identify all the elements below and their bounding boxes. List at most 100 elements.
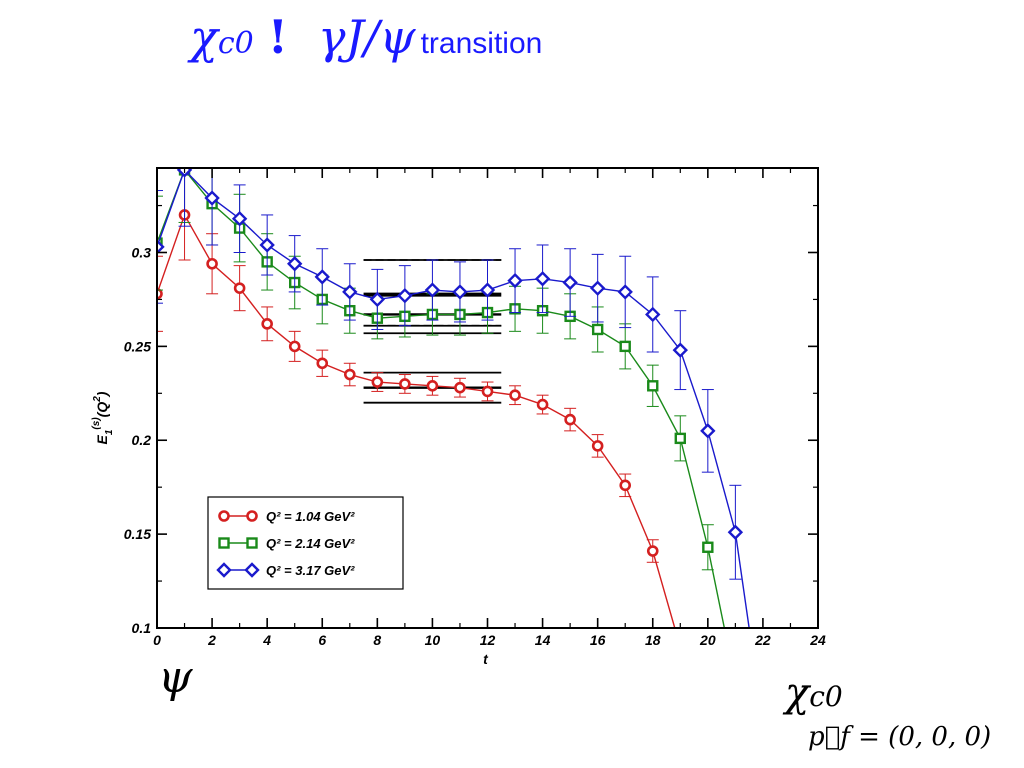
data-point bbox=[399, 378, 411, 390]
data-point bbox=[157, 239, 165, 255]
data-point bbox=[619, 340, 631, 353]
data-point bbox=[672, 342, 688, 358]
legend-entry: Q² = 1.04 GeV² bbox=[218, 509, 355, 524]
data-point bbox=[452, 284, 468, 300]
data-point bbox=[454, 381, 466, 394]
data-point bbox=[700, 423, 716, 439]
x-tick-label: 24 bbox=[809, 632, 826, 648]
data-point bbox=[233, 282, 246, 294]
data-point bbox=[342, 284, 358, 300]
y-label-sup: (s) bbox=[91, 417, 102, 430]
y-tick-label: 0.25 bbox=[124, 338, 151, 354]
y-tick-label: 0.1 bbox=[132, 620, 152, 636]
data-point bbox=[479, 282, 496, 298]
data-point bbox=[157, 287, 163, 300]
legend-label: Q² = 2.14 GeV² bbox=[266, 536, 355, 551]
data-point bbox=[647, 380, 659, 392]
y-tick-label: 0.2 bbox=[132, 432, 152, 448]
data-point bbox=[371, 376, 384, 388]
x-tick-label: 10 bbox=[425, 632, 441, 648]
x-axis-label: t bbox=[483, 651, 489, 667]
data-point bbox=[534, 271, 551, 287]
title-gamma-jpsi: γJ/ψ bbox=[317, 10, 416, 64]
data-point bbox=[509, 389, 521, 401]
data-point bbox=[288, 340, 301, 353]
data-point bbox=[702, 541, 714, 553]
series-line bbox=[157, 168, 726, 628]
series-layer bbox=[157, 168, 750, 628]
chi-c0-symbol: χ bbox=[785, 670, 810, 716]
psi-label: ψ bbox=[158, 652, 193, 703]
data-point bbox=[259, 237, 275, 253]
legend-marker bbox=[218, 510, 230, 522]
legend-entry: Q² = 3.17 GeV² bbox=[216, 562, 355, 578]
data-point bbox=[589, 280, 606, 296]
slide-title: χc0! γJ/ψ transition bbox=[190, 10, 542, 64]
title-chi-symbol: χ bbox=[190, 10, 218, 64]
x-tick-label: 20 bbox=[699, 632, 716, 648]
series-line bbox=[157, 213, 676, 628]
data-point bbox=[314, 269, 330, 285]
y-label-paren-open: (Q bbox=[94, 402, 110, 418]
x-tick-label: 2 bbox=[207, 632, 216, 648]
data-point bbox=[424, 282, 441, 298]
data-point bbox=[507, 272, 523, 289]
legend-entry: Q² = 2.14 GeV² bbox=[218, 536, 355, 551]
data-point bbox=[562, 274, 578, 291]
data-point bbox=[481, 385, 494, 398]
data-point bbox=[564, 413, 576, 426]
series-diamond bbox=[157, 168, 750, 628]
x-tick-label: 14 bbox=[535, 632, 551, 648]
data-point bbox=[619, 479, 632, 492]
x-tick-label: 18 bbox=[645, 632, 661, 648]
chi-c0-subscript: c0 bbox=[809, 680, 843, 713]
y-tick-label: 0.15 bbox=[124, 526, 151, 542]
legend-marker bbox=[218, 537, 230, 549]
data-point bbox=[397, 287, 413, 304]
chi-c0-label: χc0 bbox=[785, 670, 843, 716]
legend-label: Q² = 1.04 GeV² bbox=[266, 509, 355, 524]
x-tick-label: 8 bbox=[373, 632, 381, 648]
data-point bbox=[617, 284, 633, 300]
data-point bbox=[591, 440, 604, 452]
data-point bbox=[206, 257, 218, 270]
data-point bbox=[727, 524, 744, 540]
x-tick-label: 0 bbox=[153, 632, 161, 648]
x-tick-label: 12 bbox=[480, 632, 496, 648]
y-label-sub: 1 bbox=[104, 429, 115, 435]
data-point bbox=[343, 368, 356, 381]
title-bang: ! bbox=[267, 10, 288, 64]
y-label-paren-close: ) bbox=[94, 391, 110, 398]
y-label-e: E bbox=[94, 434, 110, 444]
data-point bbox=[369, 291, 386, 308]
legend-marker bbox=[246, 537, 258, 549]
data-point bbox=[426, 379, 439, 392]
x-tick-label: 6 bbox=[318, 632, 326, 648]
data-point bbox=[591, 323, 604, 336]
legend: Q² = 1.04 GeV² Q² = 2.14 GeV² Q² = 3.17 Ge… bbox=[207, 496, 404, 590]
data-point bbox=[231, 210, 248, 227]
y-tick-label: 0.3 bbox=[132, 244, 152, 260]
data-point bbox=[287, 256, 303, 272]
x-tick-label: 22 bbox=[754, 632, 771, 648]
legend-label: Q² = 3.17 GeV² bbox=[266, 563, 355, 578]
data-point bbox=[674, 432, 686, 445]
legend-marker bbox=[216, 562, 232, 578]
y-label-q-sup: 2 bbox=[92, 396, 103, 403]
data-point bbox=[646, 545, 659, 557]
data-point bbox=[645, 306, 661, 323]
data-point bbox=[536, 398, 549, 411]
title-chi-subscript: c0 bbox=[217, 26, 254, 61]
y-axis-label: E1(s)(Q2) bbox=[91, 391, 115, 444]
x-tick-label: 16 bbox=[590, 632, 606, 648]
legend-marker bbox=[246, 510, 258, 522]
data-point bbox=[204, 190, 220, 206]
legend-marker bbox=[244, 562, 260, 578]
x-tick-label: 4 bbox=[262, 632, 271, 648]
data-point bbox=[261, 318, 273, 330]
final-momentum-label: p⃗f = (0, 0, 0) bbox=[808, 722, 992, 752]
data-point bbox=[316, 357, 329, 370]
axis-ticks: 0 2 4 6 8 10 12 14 16 18 20 22 240.10.150.20.250.3 bbox=[124, 168, 826, 648]
title-word: transition bbox=[420, 27, 543, 60]
